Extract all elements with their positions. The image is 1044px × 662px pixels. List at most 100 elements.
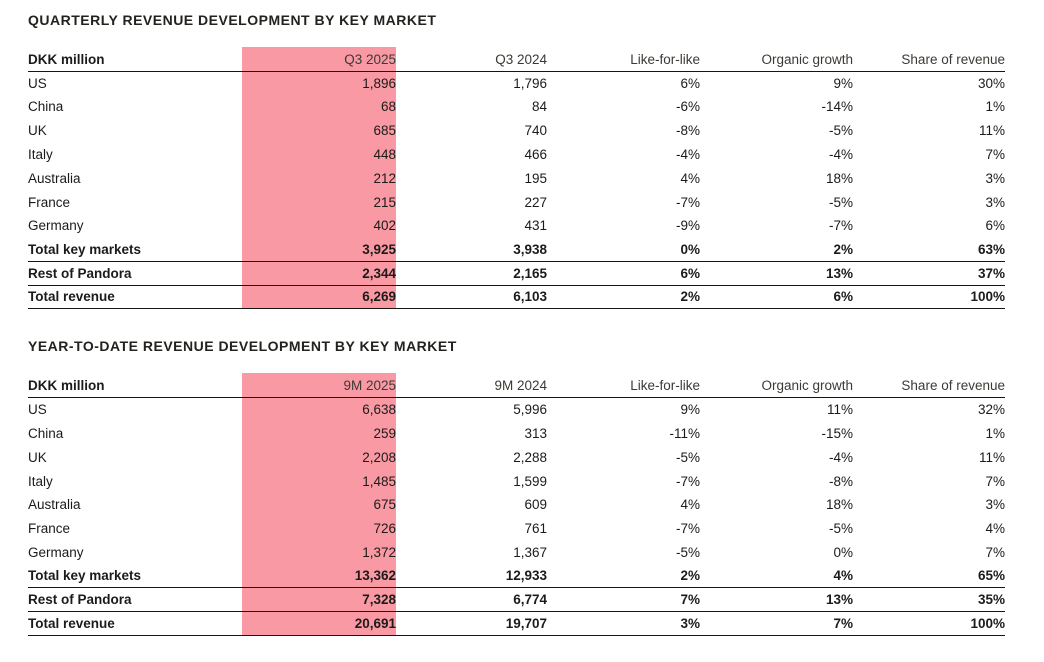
cell: 2% <box>680 568 700 584</box>
row-label: US <box>28 75 47 91</box>
cell: 3% <box>985 194 1005 210</box>
cell: 7% <box>985 473 1005 489</box>
table-total-row: Rest of Pandora 2,344 2,165 6% 13% 37% <box>28 262 1005 286</box>
cell: 4% <box>833 568 853 584</box>
cell: 11% <box>826 402 853 418</box>
row-label: Total key markets <box>28 568 142 584</box>
table-row: Italy 448 466 -4% -4% 7% <box>28 143 1005 167</box>
cell: 6% <box>680 265 700 281</box>
column-header-organic-growth: Organic growth <box>761 52 853 67</box>
cell: -11% <box>669 425 700 441</box>
table-row: US 6,638 5,996 9% 11% 32% <box>28 398 1005 422</box>
cell: -6% <box>675 99 700 115</box>
table-total-row: Total revenue 6,269 6,103 2% 6% 100% <box>28 286 1005 310</box>
cell: 2,208 <box>362 449 396 465</box>
cell: 63% <box>977 241 1005 257</box>
cell: 18% <box>825 170 853 186</box>
cell: 37% <box>977 265 1005 281</box>
table-row: Germany 1,372 1,367 -5% 0% 7% <box>28 541 1005 565</box>
cell: -5% <box>828 521 853 537</box>
cell: 19,707 <box>505 615 547 631</box>
row-label: Australia <box>28 170 81 186</box>
cell: -14% <box>821 99 853 115</box>
cell: 32% <box>977 402 1005 418</box>
cell: 215 <box>373 194 396 210</box>
cell: 740 <box>524 123 547 139</box>
cell: 4% <box>680 497 700 513</box>
cell: 11% <box>978 449 1005 465</box>
table-row: China 68 84 -6% -14% 1% <box>28 95 1005 119</box>
cell: 259 <box>373 425 396 441</box>
cell: 761 <box>524 521 547 537</box>
table-total-row: Total key markets 13,362 12,933 2% 4% 65% <box>28 565 1005 589</box>
cell: -7% <box>675 521 700 537</box>
cell: 609 <box>524 497 547 513</box>
column-header-dkk-million: DKK million <box>28 52 105 67</box>
column-header-like-for-like: Like-for-like <box>630 52 700 67</box>
cell: -5% <box>828 123 853 139</box>
table-row: Australia 675 609 4% 18% 3% <box>28 493 1005 517</box>
cell: 6,638 <box>362 402 396 418</box>
cell: 84 <box>531 99 547 115</box>
row-label: Italy <box>28 473 53 489</box>
table-header-row: DKK million Q3 2025 Q3 2024 Like-for-lik… <box>28 47 1005 72</box>
row-label: UK <box>28 449 47 465</box>
cell: 6,269 <box>362 289 396 305</box>
table-row: France 726 761 -7% -5% 4% <box>28 517 1005 541</box>
row-label: Rest of Pandora <box>28 265 132 281</box>
cell: -7% <box>675 194 700 210</box>
table-row: Italy 1,485 1,599 -7% -8% 7% <box>28 469 1005 493</box>
cell: 6,774 <box>513 591 547 607</box>
column-header-like-for-like: Like-for-like <box>630 378 700 394</box>
table-total-row: Rest of Pandora 7,328 6,774 7% 13% 35% <box>28 588 1005 613</box>
cell: 65% <box>977 568 1005 584</box>
table-row: Germany 402 431 -9% -7% 6% <box>28 214 1005 238</box>
cell: -15% <box>821 425 853 441</box>
cell: 7% <box>833 615 853 631</box>
row-label: Total key markets <box>28 241 142 257</box>
table-header-row: DKK million 9M 2025 9M 2024 Like-for-lik… <box>28 373 1005 398</box>
table-row: US 1,896 1,796 6% 9% 30% <box>28 72 1005 96</box>
cell: 4% <box>985 521 1005 537</box>
cell: 313 <box>524 425 547 441</box>
table-row: France 215 227 -7% -5% 3% <box>28 190 1005 214</box>
cell: 3,938 <box>513 241 547 257</box>
cell: -7% <box>828 218 853 234</box>
cell: 68 <box>380 99 396 115</box>
cell: 2,344 <box>362 265 396 281</box>
table-total-row: Total key markets 3,925 3,938 0% 2% 63% <box>28 238 1005 262</box>
cell: 402 <box>373 218 396 234</box>
cell: 685 <box>373 123 396 139</box>
cell: 5,996 <box>513 402 547 418</box>
cell: -5% <box>675 544 700 560</box>
cell: 1% <box>985 425 1005 441</box>
cell: 6% <box>985 218 1005 234</box>
cell: 9% <box>680 402 700 418</box>
cell: 2,288 <box>513 449 547 465</box>
column-header-q3-2025: Q3 2025 <box>344 52 396 67</box>
cell: 2% <box>833 241 853 257</box>
row-label: France <box>28 521 71 537</box>
row-label: China <box>28 99 64 115</box>
cell: -8% <box>828 473 853 489</box>
cell: 1% <box>985 99 1005 115</box>
cell: 6,103 <box>513 289 547 305</box>
cell: -5% <box>828 194 853 210</box>
cell: 1,372 <box>362 544 396 560</box>
cell: 212 <box>373 170 396 186</box>
year-to-date-revenue-section: YEAR-TO-DATE REVENUE DEVELOPMENT BY KEY … <box>28 336 1005 636</box>
highlight-column-q3-2025 <box>242 47 396 310</box>
cell: 3,925 <box>362 241 396 257</box>
cell: -4% <box>675 147 700 163</box>
row-label: China <box>28 425 64 441</box>
quarterly-revenue-table: DKK million Q3 2025 Q3 2024 Like-for-lik… <box>28 47 1005 310</box>
cell: 100% <box>970 289 1005 305</box>
cell: 726 <box>373 521 396 537</box>
row-label: Total revenue <box>28 289 115 305</box>
cell: -7% <box>675 473 700 489</box>
cell: -5% <box>675 449 700 465</box>
cell: 13% <box>825 265 853 281</box>
cell: 1,796 <box>513 75 547 91</box>
row-label: Germany <box>28 544 84 560</box>
